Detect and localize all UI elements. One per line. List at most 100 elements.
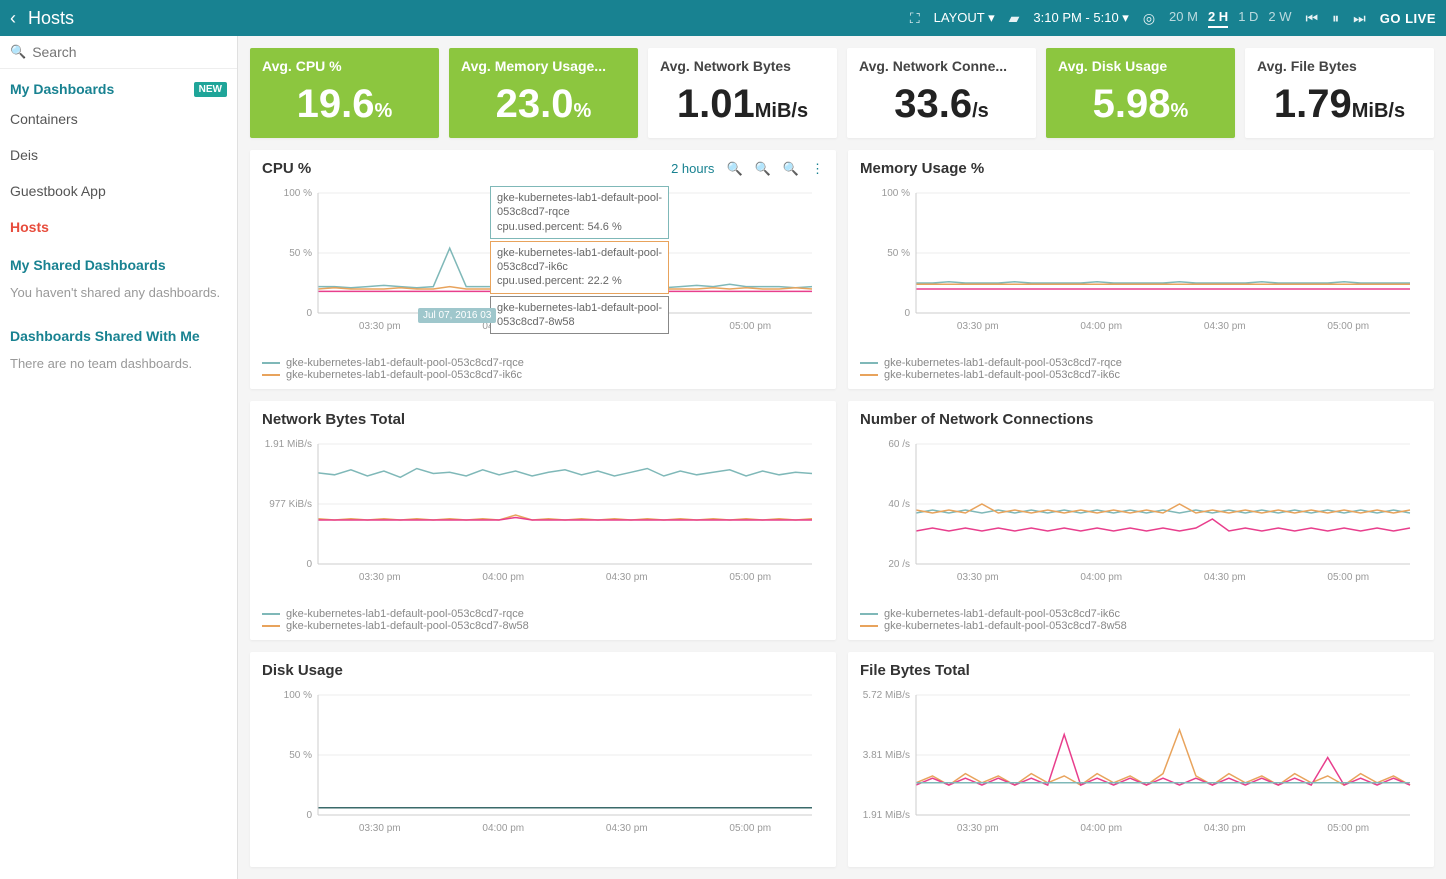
time-range-option[interactable]: 2 W [1268, 9, 1291, 28]
chart-title: CPU % [262, 160, 311, 177]
metric-card[interactable]: Avg. Network Conne... 33.6/s [847, 48, 1036, 138]
card-label: Avg. Memory Usage... [461, 58, 626, 74]
svg-text:20 /s: 20 /s [888, 559, 910, 570]
chart-legend [860, 855, 1422, 859]
card-value: 1.79MiB/s [1257, 84, 1422, 124]
svg-text:04:30 pm: 04:30 pm [606, 572, 648, 583]
chart-panel: File Bytes Total 1.91 MiB/s3.81 MiB/s5.7… [848, 652, 1434, 867]
card-label: Avg. File Bytes [1257, 58, 1422, 74]
svg-text:04:00 pm: 04:00 pm [482, 572, 524, 583]
chart-timespan: 2 hours [671, 161, 714, 176]
svg-text:05:00 pm: 05:00 pm [729, 321, 771, 332]
back-icon[interactable]: ‹ [10, 8, 16, 29]
search-input[interactable] [32, 44, 227, 60]
time-range-option[interactable]: 2 H [1208, 9, 1228, 28]
chart-menu-icon[interactable]: ⋮ [811, 161, 824, 177]
sidebar-section-team[interactable]: Dashboards Shared With Me [0, 316, 237, 348]
target-icon[interactable]: ◎ [1143, 10, 1155, 27]
svg-text:04:00 pm: 04:00 pm [482, 823, 524, 834]
svg-text:977 KiB/s: 977 KiB/s [269, 499, 312, 510]
go-live-button[interactable]: GO LIVE [1380, 11, 1436, 26]
sidebar-section-shared[interactable]: My Shared Dashboards [0, 245, 237, 277]
sidebar-item[interactable]: Hosts [0, 209, 237, 245]
svg-text:1.91 MiB/s: 1.91 MiB/s [265, 439, 312, 450]
sidebar-item[interactable]: Deis [0, 137, 237, 173]
legend-item: gke-kubernetes-lab1-default-pool-053c8cd… [860, 369, 1422, 381]
time-range-option[interactable]: 1 D [1238, 9, 1258, 28]
chart-legend: gke-kubernetes-lab1-default-pool-053c8cd… [262, 353, 824, 381]
page-title: Hosts [28, 8, 74, 29]
svg-text:50 %: 50 % [289, 750, 312, 761]
chart-panel: Disk Usage 050 %100 % 03:30 pm04:00 pm04… [250, 652, 836, 867]
svg-text:0: 0 [306, 559, 312, 570]
search-box[interactable]: 🔍 [0, 36, 237, 69]
svg-text:100 %: 100 % [284, 690, 312, 701]
svg-text:04:00 pm: 04:00 pm [1080, 572, 1122, 583]
pause-icon[interactable]: ⏸ [1332, 10, 1339, 27]
zoom-reset-icon[interactable]: 🔍 [755, 161, 771, 177]
metric-card[interactable]: Avg. File Bytes 1.79MiB/s [1245, 48, 1434, 138]
main-content: Avg. CPU % 19.6%Avg. Memory Usage... 23.… [238, 36, 1446, 879]
card-value: 19.6% [262, 84, 427, 124]
sidebar-section-mydash[interactable]: My Dashboards NEW [0, 69, 237, 101]
svg-text:04:00 pm: 04:00 pm [1080, 321, 1122, 332]
legend-item: gke-kubernetes-lab1-default-pool-053c8cd… [860, 357, 1422, 369]
prev-icon[interactable]: ⏮ [1306, 10, 1319, 27]
chart-plot[interactable]: 0 977 KiB/s 1.91 MiB/s 03:30 pm 04:00 pm 04:… [262, 434, 822, 604]
svg-text:50 %: 50 % [289, 248, 312, 259]
sidebar: 🔍 My Dashboards NEW ContainersDeisGuestb… [0, 36, 238, 879]
zoom-in-icon[interactable]: 🔍 [726, 161, 742, 177]
svg-text:03:30 pm: 03:30 pm [359, 823, 401, 834]
legend-item: gke-kubernetes-lab1-default-pool-053c8cd… [860, 620, 1422, 632]
svg-text:100 %: 100 % [882, 188, 910, 199]
svg-text:0: 0 [306, 810, 312, 821]
chart-plot[interactable]: 050 %100 % 03:30 pm04:00 pm04:30 pm05:00… [262, 685, 822, 855]
chart-title: Disk Usage [262, 662, 343, 679]
metric-card[interactable]: Avg. CPU % 19.6% [250, 48, 439, 138]
shared-empty: You haven't shared any dashboards. [0, 277, 237, 316]
legend-item: gke-kubernetes-lab1-default-pool-053c8cd… [262, 357, 824, 369]
svg-text:0: 0 [306, 308, 312, 319]
legend-item: gke-kubernetes-lab1-default-pool-053c8cd… [262, 608, 824, 620]
card-label: Avg. Disk Usage [1058, 58, 1223, 74]
svg-text:03:30 pm: 03:30 pm [359, 572, 401, 583]
metric-card[interactable]: Avg. Network Bytes 1.01MiB/s [648, 48, 837, 138]
fullscreen-icon[interactable]: ⛶ [910, 10, 920, 27]
chart-legend: gke-kubernetes-lab1-default-pool-053c8cd… [860, 353, 1422, 381]
zoom-out-icon[interactable]: 🔍 [783, 161, 799, 177]
svg-text:05:00 pm: 05:00 pm [1327, 823, 1369, 834]
next-icon[interactable]: ⏭ [1353, 10, 1366, 27]
svg-text:5.72 MiB/s: 5.72 MiB/s [863, 690, 910, 701]
timestamp-pill: Jul 07, 2016 03 [418, 308, 496, 323]
svg-text:03:30 pm: 03:30 pm [359, 321, 401, 332]
time-range-picker: 20 M 2 H 1 D 2 W [1169, 9, 1292, 28]
svg-text:50 %: 50 % [887, 248, 910, 259]
new-badge: NEW [194, 82, 227, 97]
card-label: Avg. Network Bytes [660, 58, 825, 74]
time-range-option[interactable]: 20 M [1169, 9, 1198, 28]
annotation-icon[interactable]: ▰ [1009, 10, 1020, 27]
card-label: Avg. CPU % [262, 58, 427, 74]
svg-text:3.81 MiB/s: 3.81 MiB/s [863, 750, 910, 761]
sidebar-item[interactable]: Containers [0, 101, 237, 137]
chart-plot[interactable]: 050 %100 % 03:30 pm04:00 pm04:30 pm05:00… [860, 183, 1420, 353]
svg-text:04:00 pm: 04:00 pm [1080, 823, 1122, 834]
svg-text:100 %: 100 % [284, 188, 312, 199]
sidebar-item[interactable]: Guestbook App [0, 173, 237, 209]
team-empty: There are no team dashboards. [0, 348, 237, 387]
time-window[interactable]: 3:10 PM - 5:10 ▾ [1033, 10, 1128, 26]
layout-dropdown[interactable]: LAYOUT ▾ [934, 10, 995, 26]
svg-text:05:00 pm: 05:00 pm [729, 572, 771, 583]
chart-panel: Network Bytes Total 0 977 KiB/s 1.91 MiB/s… [250, 401, 836, 640]
card-value: 33.6/s [859, 84, 1024, 124]
chart-tooltip: gke-kubernetes-lab1-default-pool-053c8cd… [490, 296, 669, 335]
card-label: Avg. Network Conne... [859, 58, 1024, 74]
chart-tooltip: gke-kubernetes-lab1-default-pool-053c8cd… [490, 241, 669, 294]
chart-plot[interactable]: 20 /s40 /s60 /s 03:30 pm04:00 pm04:30 pm… [860, 434, 1420, 604]
metric-card[interactable]: Avg. Disk Usage 5.98% [1046, 48, 1235, 138]
chart-plot[interactable]: 1.91 MiB/s3.81 MiB/s5.72 MiB/s 03:30 pm0… [860, 685, 1420, 855]
chart-title: Network Bytes Total [262, 411, 405, 428]
card-value: 1.01MiB/s [660, 84, 825, 124]
metric-card[interactable]: Avg. Memory Usage... 23.0% [449, 48, 638, 138]
chart-legend: gke-kubernetes-lab1-default-pool-053c8cd… [860, 604, 1422, 632]
